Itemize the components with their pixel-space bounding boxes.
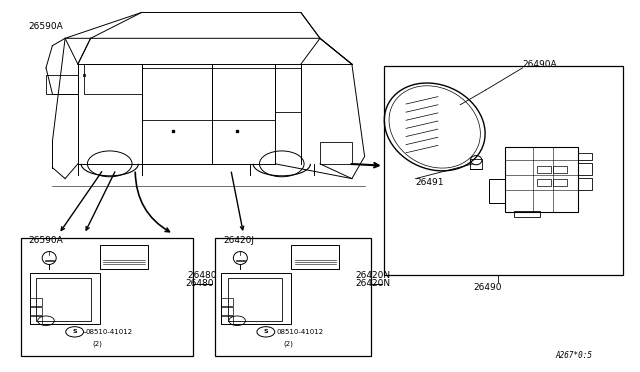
Bar	[20, 238, 193, 356]
Text: A267*0:5: A267*0:5	[556, 351, 593, 360]
Bar	[36, 278, 91, 321]
Text: S: S	[264, 329, 268, 334]
Bar	[578, 153, 592, 160]
Text: 26491: 26491	[415, 178, 444, 187]
Bar	[515, 211, 540, 217]
Text: 08510-41012: 08510-41012	[276, 329, 324, 335]
Text: (2): (2)	[92, 341, 102, 347]
Bar	[470, 159, 482, 169]
Text: 26490: 26490	[473, 283, 501, 292]
Bar	[320, 142, 352, 164]
Bar	[100, 245, 148, 269]
Text: 26590A: 26590A	[28, 22, 63, 31]
Bar	[212, 68, 275, 119]
Bar	[275, 68, 301, 112]
Bar	[221, 316, 233, 324]
Text: (2): (2)	[284, 341, 293, 347]
Text: 26420J: 26420J	[223, 236, 254, 245]
Bar	[30, 316, 42, 324]
Bar	[221, 298, 233, 306]
Bar	[30, 307, 42, 315]
Text: 26420N: 26420N	[356, 271, 391, 280]
Bar	[84, 64, 141, 94]
Bar	[141, 68, 212, 119]
Bar	[489, 179, 505, 203]
Bar	[215, 238, 371, 356]
Bar	[505, 147, 578, 212]
Bar	[46, 75, 78, 94]
Text: 26490A: 26490A	[523, 60, 557, 69]
Text: 08510-41012: 08510-41012	[86, 329, 132, 335]
Bar	[552, 166, 566, 173]
Text: 26420N: 26420N	[356, 279, 391, 288]
Bar	[291, 245, 339, 269]
Text: 26480: 26480	[185, 279, 213, 288]
Bar	[537, 166, 550, 173]
Bar	[537, 179, 550, 186]
Text: 26590A: 26590A	[28, 236, 63, 245]
Text: S: S	[72, 329, 77, 334]
Bar	[384, 66, 623, 275]
Bar	[578, 178, 592, 190]
Bar	[228, 278, 282, 321]
Bar	[552, 179, 566, 186]
Bar	[578, 163, 592, 175]
Text: 26480: 26480	[185, 271, 216, 280]
Bar	[221, 307, 233, 315]
Bar	[30, 298, 42, 306]
